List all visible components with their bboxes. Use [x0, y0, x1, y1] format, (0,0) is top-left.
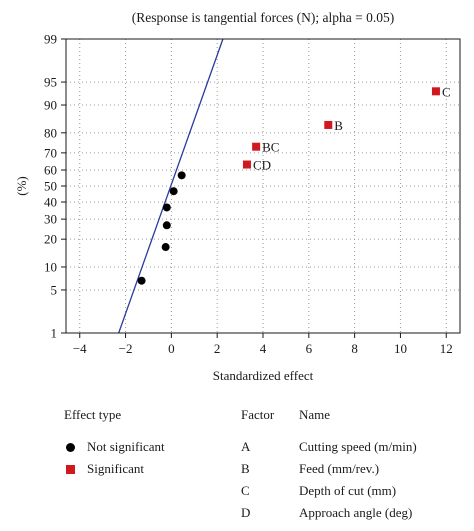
factor-header: Factor — [241, 407, 275, 422]
factor-code: C — [241, 483, 250, 498]
point-label: CD — [253, 158, 271, 173]
point-label: C — [442, 84, 451, 99]
factor-row: C Depth of cut (mm) — [241, 480, 417, 502]
y-tick-label: 99 — [44, 32, 57, 47]
legend-title: Effect type — [64, 407, 122, 422]
x-tick-label: 6 — [306, 341, 313, 356]
legend-item-not-significant: Not significant — [64, 436, 165, 458]
y-tick-label: 5 — [51, 282, 58, 297]
factor-name: Feed (mm/rev.) — [299, 461, 380, 476]
y-axis-title: (%) — [14, 176, 29, 196]
effect-type-legend: Effect type Not significant Significant — [64, 404, 165, 480]
data-point-significant — [324, 120, 333, 129]
point-label: BC — [262, 140, 279, 155]
x-axis-title: Standardized effect — [213, 368, 314, 383]
point-label: B — [334, 118, 343, 133]
y-tick-label: 10 — [44, 259, 57, 274]
data-point — [137, 276, 146, 285]
circle-marker-icon — [66, 442, 75, 452]
factor-row: B Feed (mm/rev.) — [241, 458, 417, 480]
y-tick-label: 1 — [51, 326, 58, 341]
y-tick-label: 80 — [44, 125, 57, 140]
factor-code: D — [241, 505, 251, 520]
data-point-significant — [252, 142, 261, 151]
grid — [66, 38, 460, 334]
factor-name: Approach angle (deg) — [299, 505, 413, 520]
y-tick-label: 40 — [44, 195, 57, 210]
y-tick-label: 90 — [44, 98, 57, 113]
chart-title: (Response is tangential forces (N); alph… — [132, 10, 395, 25]
factor-code: A — [241, 439, 251, 454]
data-point — [162, 203, 171, 212]
factor-name: Depth of cut (mm) — [299, 483, 397, 498]
x-tick-label: 0 — [168, 341, 175, 356]
x-tick-label: 2 — [214, 341, 221, 356]
factor-code: B — [241, 461, 250, 476]
factor-table: Factor Name A Cutting speed (m/min) B Fe… — [241, 404, 417, 524]
factor-row: D Approach angle (deg) — [241, 502, 417, 524]
legend-label: Significant — [87, 461, 145, 476]
y-tick-label: 50 — [44, 179, 57, 194]
x-axis: −4 −2 0 2 4 6 8 10 12 — [73, 333, 453, 356]
reference-line-layer — [118, 38, 224, 334]
y-tick-label: 70 — [44, 145, 57, 160]
x-tick-label: 10 — [394, 341, 407, 356]
square-marker-icon — [66, 464, 75, 474]
factor-name: Cutting speed (m/min) — [299, 439, 417, 454]
factor-table-header: Factor Name — [241, 404, 417, 426]
reference-line — [118, 38, 224, 334]
x-tick-label: −4 — [73, 341, 87, 356]
legend-item-significant: Significant — [64, 458, 165, 480]
data-point-significant — [431, 87, 440, 96]
y-tick-label: 30 — [44, 212, 57, 227]
x-tick-label: 4 — [260, 341, 267, 356]
normal-probability-plot: (Response is tangential forces (N); alph… — [14, 10, 461, 383]
y-tick-label: 20 — [44, 232, 57, 247]
x-tick-label: 8 — [351, 341, 358, 356]
data-point — [177, 171, 186, 180]
factor-row: A Cutting speed (m/min) — [241, 436, 417, 458]
data-point-significant — [242, 160, 251, 169]
data-point — [169, 187, 178, 196]
data-point — [162, 221, 171, 230]
data-point — [161, 243, 170, 252]
y-tick-label: 95 — [44, 75, 57, 90]
x-tick-label: −2 — [119, 341, 133, 356]
legend-label: Not significant — [87, 439, 165, 454]
name-header: Name — [299, 407, 331, 422]
x-tick-label: 12 — [440, 341, 453, 356]
y-tick-label: 60 — [44, 162, 57, 177]
